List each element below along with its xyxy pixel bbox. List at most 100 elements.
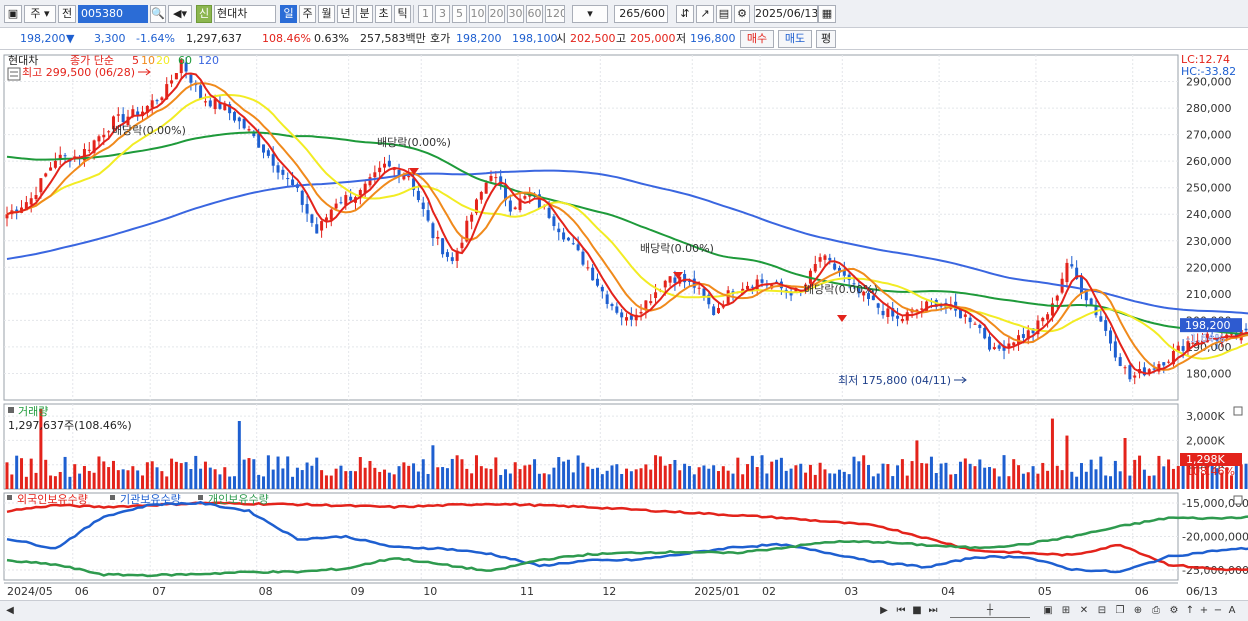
price-change-pct: -1.64% bbox=[136, 32, 175, 45]
candle-body bbox=[586, 267, 590, 269]
zoom-slider[interactable]: ┼ bbox=[950, 604, 1030, 618]
candle-body bbox=[1118, 357, 1122, 366]
layout-icon[interactable]: ▣ bbox=[1043, 605, 1053, 616]
period-tab[interactable]: 주 bbox=[299, 5, 316, 23]
period-short-button[interactable]: 전 bbox=[58, 5, 76, 23]
volume-bar bbox=[324, 475, 328, 489]
candle-body bbox=[479, 192, 483, 200]
candle-body bbox=[692, 278, 696, 288]
candle-body bbox=[1152, 368, 1156, 370]
save-icon[interactable]: ▤ bbox=[716, 5, 732, 23]
candle-body bbox=[131, 109, 135, 117]
interval-button[interactable]: 10 bbox=[469, 5, 486, 23]
buy-button[interactable]: 매수 bbox=[740, 30, 774, 48]
candle-body bbox=[881, 310, 885, 316]
volume-bar bbox=[276, 456, 280, 489]
interval-button[interactable]: 3 bbox=[435, 5, 450, 23]
candle-body bbox=[262, 144, 266, 153]
bar-count-input[interactable]: 265/600 bbox=[614, 5, 668, 23]
search-icon[interactable]: 🔍 bbox=[150, 5, 166, 23]
market-select[interactable]: 주 ▾ bbox=[24, 5, 56, 23]
evaluation-button[interactable]: 평 bbox=[816, 30, 836, 48]
scroll-right-icon[interactable]: ▶ bbox=[880, 605, 888, 616]
interval-dropdown[interactable]: ▾ bbox=[572, 5, 608, 23]
font-size-icon[interactable]: A bbox=[1228, 605, 1236, 616]
candle-body bbox=[1147, 369, 1151, 374]
candle-body bbox=[750, 286, 754, 288]
candle-body bbox=[82, 149, 86, 161]
fast-forward-icon[interactable]: ⏭ bbox=[928, 605, 938, 616]
volume-bar bbox=[789, 468, 793, 489]
turnover-rate: 0.63% bbox=[314, 32, 349, 45]
candle-body bbox=[1084, 289, 1088, 301]
period-tab[interactable]: 월 bbox=[318, 5, 335, 23]
chart-settings-icon[interactable]: ▣ bbox=[4, 5, 22, 23]
candle-body bbox=[1046, 314, 1050, 320]
sell-button[interactable]: 매도 bbox=[778, 30, 812, 48]
calendar-icon[interactable]: ▦ bbox=[818, 5, 836, 23]
period-tab[interactable]: 일 bbox=[280, 5, 297, 23]
period-tab[interactable]: 틱 bbox=[394, 5, 411, 23]
volume-bar bbox=[794, 465, 798, 489]
candle-body bbox=[925, 301, 929, 312]
candle-body bbox=[421, 202, 425, 209]
volume-bar bbox=[1215, 468, 1219, 489]
volume-bar bbox=[1128, 475, 1132, 489]
price-axis-label: 250,000 bbox=[1186, 182, 1232, 195]
hoga-label: 호가 bbox=[430, 32, 451, 45]
draw-tool-icon[interactable]: ↗ bbox=[696, 5, 714, 23]
volume-bar bbox=[799, 463, 803, 489]
volume-bar bbox=[949, 474, 953, 489]
grid-icon[interactable]: ⊞ bbox=[1061, 605, 1071, 616]
print-icon[interactable]: ⎙ bbox=[1152, 605, 1160, 616]
zoom-plus-icon[interactable]: + bbox=[1199, 605, 1209, 616]
interval-button[interactable]: 30 bbox=[507, 5, 524, 23]
holdings-legend-item: 기관보유수량 bbox=[120, 493, 181, 506]
interval-button[interactable]: 60 bbox=[526, 5, 543, 23]
candle-body bbox=[223, 103, 227, 111]
stock-chart[interactable]: 2024/05 06 07 08 09 10 11 12 2025/01 02 03 04 05 06 06… bbox=[0, 50, 1248, 621]
period-tab[interactable]: 초 bbox=[375, 5, 392, 23]
copy-icon[interactable]: ❐ bbox=[1115, 605, 1125, 616]
volume-bar bbox=[842, 471, 846, 489]
scroll-left-icon[interactable]: ◀ bbox=[6, 605, 14, 616]
period-tab[interactable]: 년 bbox=[337, 5, 354, 23]
cross-icon[interactable]: ✕ bbox=[1079, 605, 1089, 616]
volume-bar bbox=[1205, 456, 1209, 489]
stop-icon[interactable]: ■ bbox=[912, 605, 922, 616]
interval-button[interactable]: 120 bbox=[545, 5, 565, 23]
zoom-minus-icon[interactable]: − bbox=[1213, 605, 1223, 616]
volume-bar bbox=[1031, 466, 1035, 489]
candle-body bbox=[673, 277, 677, 283]
volume-bar bbox=[334, 468, 338, 489]
volume-bar bbox=[673, 459, 677, 489]
rewind-icon[interactable]: ⏮ bbox=[896, 605, 906, 616]
ex-dividend-annotation: 배당락(0.00%) bbox=[640, 242, 714, 255]
interval-button[interactable]: 1 bbox=[418, 5, 433, 23]
candle-body bbox=[920, 308, 924, 310]
stock-code-input[interactable]: 005380 bbox=[78, 5, 148, 23]
volume-bar bbox=[1147, 475, 1151, 489]
candle-body bbox=[712, 306, 716, 316]
interval-button[interactable]: 5 bbox=[452, 5, 467, 23]
stock-name-field[interactable]: 현대차 bbox=[214, 5, 276, 23]
split-icon[interactable]: ⊟ bbox=[1097, 605, 1107, 616]
last-price-label: 198,200 bbox=[1185, 319, 1231, 332]
volume-bar bbox=[320, 470, 324, 489]
zoom-in-icon[interactable]: ⊕ bbox=[1133, 605, 1143, 616]
indicator-icon[interactable]: ⇵ bbox=[676, 5, 694, 23]
interval-button[interactable]: 20 bbox=[488, 5, 505, 23]
candle-body bbox=[1244, 328, 1248, 331]
speaker-icon[interactable]: ◀▾ bbox=[168, 5, 192, 23]
arrow-up-icon[interactable]: ↑ bbox=[1185, 605, 1195, 616]
period-tab[interactable]: 분 bbox=[356, 5, 373, 23]
settings-icon[interactable]: ⚙ bbox=[1169, 605, 1179, 616]
volume-bar bbox=[1225, 467, 1229, 489]
date-input[interactable]: 2025/06/13 bbox=[754, 5, 818, 23]
volume-bar bbox=[605, 470, 609, 489]
volume-bar bbox=[1084, 471, 1088, 489]
gear-icon[interactable]: ⚙ bbox=[734, 5, 750, 23]
volume-bar bbox=[339, 465, 343, 489]
candle-body bbox=[276, 165, 280, 173]
candle-body bbox=[39, 178, 43, 193]
